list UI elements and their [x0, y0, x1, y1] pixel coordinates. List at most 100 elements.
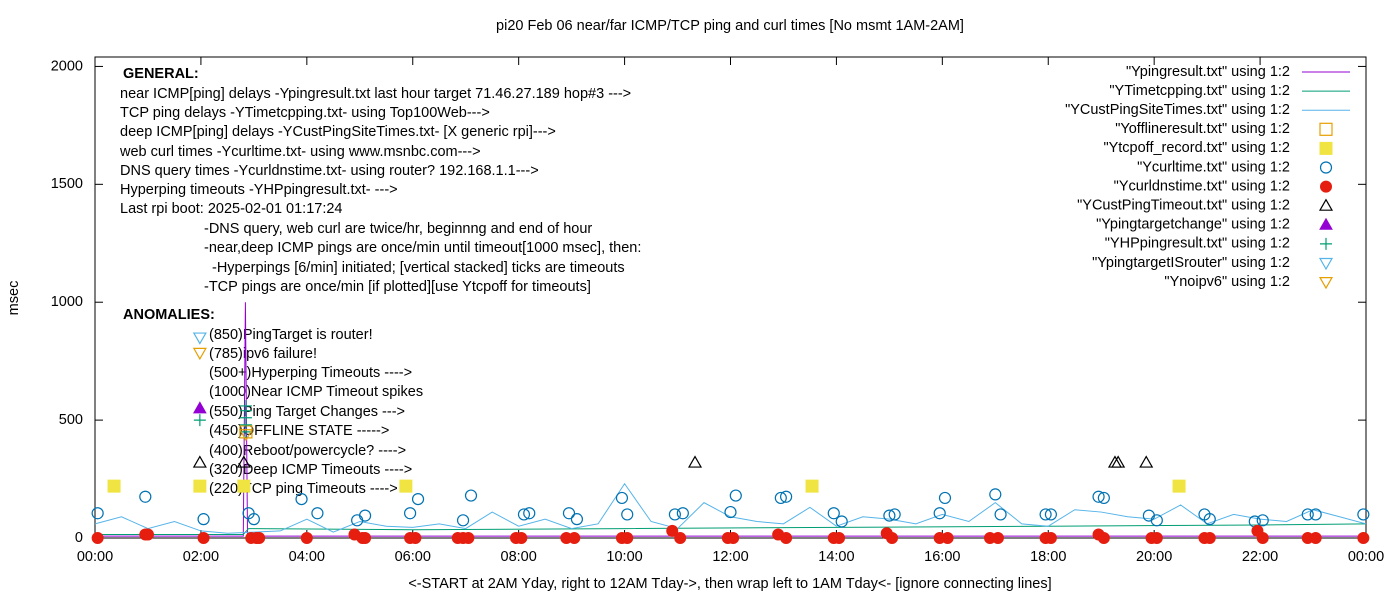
marker	[1301, 508, 1314, 521]
x-tick-label: 22:00	[1242, 549, 1278, 565]
annotation: Hyperping timeouts -YHPpingresult.txt- -…	[120, 182, 398, 198]
marker	[1039, 508, 1052, 521]
marker	[141, 528, 154, 541]
marker	[409, 532, 422, 544]
x-tick-label: 00:00	[1348, 549, 1384, 565]
marker	[1097, 491, 1110, 505]
x-tick-label: 16:00	[924, 549, 960, 565]
x-tick-label: 06:00	[395, 549, 431, 565]
marker	[139, 490, 152, 503]
marker	[727, 532, 740, 544]
marker	[674, 532, 687, 544]
marker	[358, 509, 372, 522]
marker	[835, 515, 848, 528]
annotation: -near,deep ICMP pings are once/min until…	[204, 240, 641, 256]
marker	[404, 507, 417, 520]
legend-label: "YTimetcpping.txt" using 1:2	[1109, 83, 1290, 99]
marker	[1044, 532, 1057, 544]
chart-title: pi20 Feb 06 near/far ICMP/TCP ping and c…	[496, 18, 964, 34]
marker	[994, 508, 1007, 521]
marker	[237, 479, 251, 493]
marker	[1309, 532, 1322, 544]
legend-label: "Ynoipv6" using 1:2	[1164, 274, 1290, 290]
legend-label: "Ypingtargetchange" using 1:2	[1096, 217, 1290, 233]
marker	[621, 532, 634, 544]
marker	[724, 505, 737, 519]
x-tick-label: 08:00	[501, 549, 537, 565]
marker	[687, 455, 703, 468]
marker	[1256, 532, 1269, 544]
annotation: (400)Reboot/powercycle? ---->	[209, 443, 406, 459]
annotation: ANOMALIES:	[123, 307, 215, 323]
annotation: (785)ipv6 failure!	[209, 346, 317, 362]
marker	[197, 513, 210, 526]
marker	[1044, 508, 1057, 521]
y-tick-label: 500	[59, 412, 83, 428]
y-tick-label: 1000	[51, 294, 83, 310]
marker	[615, 491, 629, 505]
marker	[247, 513, 260, 526]
legend-label: "YCustPingSiteTimes.txt" using 1:2	[1065, 102, 1290, 118]
marker	[193, 479, 207, 493]
marker	[1111, 455, 1126, 468]
marker	[886, 532, 899, 544]
annotation: -TCP pings are once/min [if plotted][use…	[204, 279, 591, 295]
marker	[805, 479, 819, 493]
annotation: near ICMP[ping] delays -Ypingresult.txt …	[120, 86, 631, 102]
marker	[515, 532, 528, 544]
marker	[666, 524, 679, 537]
marker	[239, 399, 252, 412]
marker	[192, 347, 207, 361]
marker	[991, 532, 1004, 544]
x-tick-label: 02:00	[183, 549, 219, 565]
marker	[1319, 122, 1333, 136]
legend-label: "YpingtargetISrouter" using 1:2	[1092, 255, 1290, 271]
marker	[933, 507, 946, 520]
marker	[1357, 532, 1370, 544]
marker	[91, 532, 104, 544]
marker	[300, 532, 313, 544]
legend-label: "Ytcpoff_record.txt" using 1:2	[1103, 140, 1290, 156]
marker	[941, 532, 954, 544]
marker	[1318, 198, 1334, 211]
legend-label: "YHPpingresult.txt" using 1:2	[1105, 236, 1290, 252]
marker	[192, 401, 207, 414]
series-line	[95, 523, 1367, 535]
marker	[1172, 479, 1186, 493]
annotation: (320)Deep ICMP Timeouts ---->	[209, 462, 412, 478]
marker	[192, 455, 207, 468]
marker	[1203, 532, 1216, 544]
annotation: (850)PingTarget is router!	[209, 327, 373, 343]
legend-label: "Ycurltime.txt" using 1:2	[1137, 159, 1290, 175]
annotation: web curl times -Ycurltime.txt- using www…	[119, 144, 481, 160]
marker	[464, 489, 478, 502]
marker	[399, 479, 413, 493]
marker	[833, 532, 846, 544]
marker	[780, 532, 793, 544]
x-tick-label: 10:00	[606, 549, 642, 565]
marker	[570, 513, 584, 526]
annotation: Last rpi boot: 2025-02-01 01:17:24	[120, 201, 343, 217]
annotation: TCP ping delays -YTimetcpping.txt- using…	[120, 105, 490, 121]
marker	[517, 508, 531, 521]
marker	[621, 508, 634, 521]
marker	[562, 507, 576, 520]
marker	[107, 479, 121, 493]
marker	[238, 429, 253, 442]
marker	[883, 509, 896, 522]
x-tick-label: 20:00	[1136, 549, 1172, 565]
marker	[1309, 508, 1322, 521]
marker	[197, 532, 210, 544]
legend-label: "YCustPingTimeout.txt" using 1:2	[1077, 198, 1290, 214]
marker	[1256, 514, 1269, 527]
marker	[192, 332, 207, 345]
y-tick-label: 0	[75, 530, 83, 546]
annotation: (550)Ping Target Changes --->	[209, 404, 405, 420]
annotation: deep ICMP[ping] delays -YCustPingSiteTim…	[120, 124, 556, 140]
marker	[1320, 180, 1332, 193]
annotation: (500+)Hyperping Timeouts ---->	[209, 365, 412, 381]
marker	[311, 507, 324, 520]
